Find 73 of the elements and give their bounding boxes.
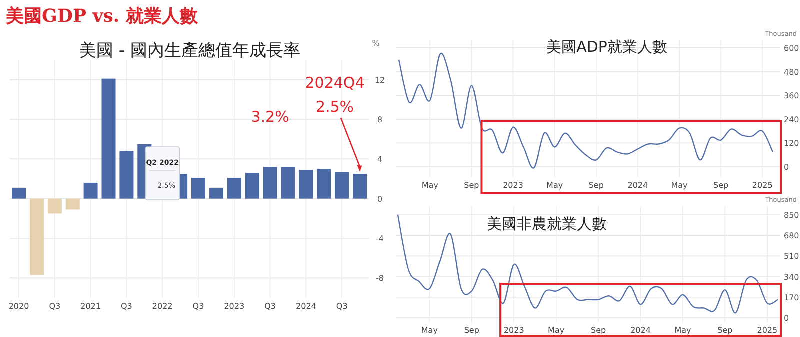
x-tick-label: Sep [464, 181, 480, 190]
x-tick-label: Q3 [121, 302, 132, 311]
bar [120, 151, 134, 199]
bar [66, 198, 80, 210]
x-tick-label: 2022 [152, 302, 173, 311]
x-tick-label: Q3 [49, 302, 61, 311]
x-tick-label: Sep [591, 326, 606, 335]
x-tick-label: 2023 [504, 326, 524, 335]
y-tick-label: 0 [784, 314, 790, 323]
data-label: 2.5% [316, 98, 354, 116]
bar [209, 188, 224, 199]
x-tick-label: 2025 [757, 326, 778, 335]
y-axis-title: % [372, 39, 380, 48]
bar [245, 173, 260, 199]
bar [12, 188, 26, 199]
chart-title: 美國GDP vs. 就業人數 [5, 6, 199, 27]
x-tick-label: May [548, 326, 565, 335]
x-tick-label: 2024 [628, 181, 648, 190]
y-tick-label: 850 [784, 210, 800, 220]
bar [30, 198, 44, 276]
x-tick-label: 2024 [630, 326, 651, 335]
x-tick-label: Sep [464, 326, 480, 335]
y-tick-label: 680 [784, 232, 800, 241]
bar [317, 169, 332, 199]
bar [102, 78, 116, 199]
chart-subtitle: 美國 - 國內生產總值年成長率 [80, 41, 300, 61]
x-tick-label: 2023 [503, 181, 524, 190]
y-tick-label: 4 [377, 155, 383, 164]
x-tick-label: Sep [588, 181, 604, 190]
x-tick-label: 2023 [224, 302, 245, 311]
y-tick-label: 120 [784, 139, 800, 148]
bar [299, 170, 314, 199]
bar [84, 182, 98, 199]
chart-title: 美國ADP就業人數 [546, 38, 668, 56]
y-tick-label: 12 [374, 76, 386, 85]
y-tick-label: -8 [376, 274, 384, 284]
y-tick-label: 240 [784, 115, 800, 124]
bar [263, 167, 278, 199]
x-tick-label: Q3 [336, 302, 348, 311]
x-tick-label: 2024 [296, 302, 316, 311]
bar [192, 178, 206, 199]
y-tick-label: 600 [784, 44, 800, 53]
y-tick-label: 360 [784, 92, 800, 101]
y-tick-label: -4 [376, 234, 384, 244]
x-tick-label: Q3 [264, 302, 276, 311]
y-tick-label: 510 [784, 252, 800, 262]
x-tick-label: May [671, 181, 688, 190]
x-tick-label: May [421, 326, 438, 335]
x-tick-label: May [422, 181, 439, 190]
x-tick-label: 2025 [752, 181, 773, 190]
y-tick-label: 340 [784, 272, 800, 282]
line-series [397, 214, 779, 314]
bar [48, 198, 62, 214]
bar [353, 174, 368, 199]
x-tick-label: May [546, 181, 564, 190]
x-tick-label: May [674, 326, 692, 335]
y-tick-label: 0 [784, 163, 790, 172]
y-tick-label: 170 [784, 293, 800, 302]
data-label: 3.2% [251, 108, 290, 126]
bar [335, 172, 350, 199]
x-tick-label: 2020 [8, 302, 30, 311]
y-tick-label: 480 [784, 68, 800, 77]
annotation: 2024Q4 [305, 74, 365, 92]
x-tick-label: Sep [718, 326, 733, 335]
text: 美國非農就業人數 [487, 215, 607, 233]
x-tick-label: 2021 [80, 302, 101, 311]
bar [281, 167, 296, 199]
y-tick-label: 8 [377, 116, 383, 124]
line-series [398, 53, 774, 169]
x-tick-label: Q3 [192, 302, 204, 311]
y-tick-label: 0 [377, 194, 383, 204]
x-tick-label: Sep [714, 181, 729, 190]
bar [227, 178, 242, 199]
